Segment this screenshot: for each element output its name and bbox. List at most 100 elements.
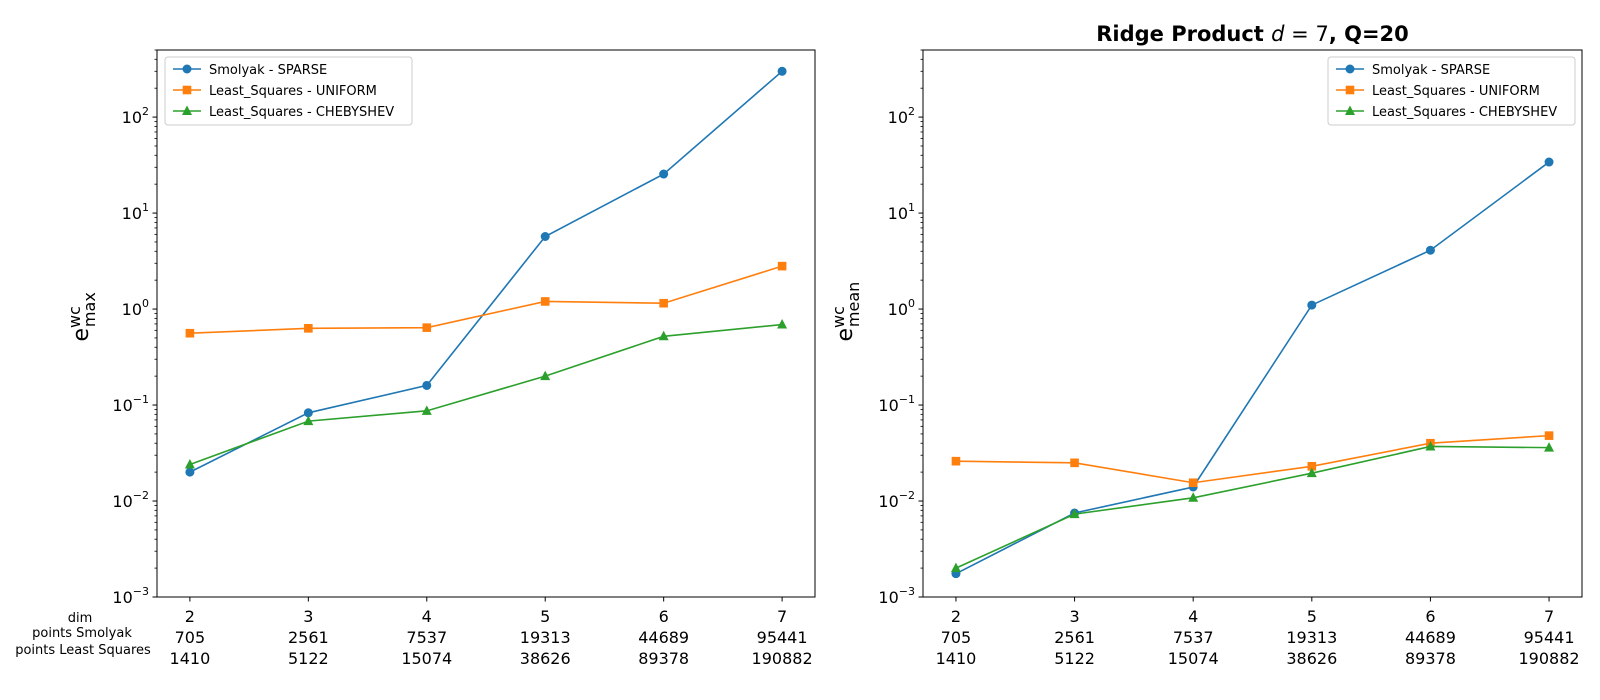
x-tick-label: 2 705 1410 bbox=[170, 607, 211, 668]
data-point bbox=[1188, 478, 1198, 488]
legend-entry: Least_Squares - CHEBYSHEV bbox=[173, 105, 394, 120]
legend: Smolyak - SPARSE Least_Squares - UNIFORM L… bbox=[164, 56, 413, 126]
axes-frame bbox=[922, 49, 1583, 598]
y-axis-label: ewcmean bbox=[829, 282, 863, 342]
data-point bbox=[304, 324, 313, 333]
y-tick-label: 100 bbox=[122, 297, 149, 319]
legend-label: Smolyak - SPARSE bbox=[209, 63, 327, 78]
y-tick-label: 10−3 bbox=[878, 585, 915, 607]
x-tick-label: 4 7537 15074 bbox=[401, 607, 452, 668]
legend-entry: Least_Squares - UNIFORM bbox=[1336, 84, 1540, 99]
x-tick-label: 3 2561 5122 bbox=[288, 607, 329, 668]
row-label-dim: dim bbox=[68, 611, 93, 626]
data-point bbox=[303, 408, 313, 418]
legend-entry: Least_Squares - CHEBYSHEV bbox=[1336, 105, 1557, 120]
data-point bbox=[422, 380, 432, 390]
y-tick-label: 10−1 bbox=[878, 393, 915, 415]
axes-frame bbox=[156, 49, 816, 598]
legend-marker bbox=[182, 85, 192, 95]
data-point bbox=[1544, 442, 1555, 452]
x-tick-label: 2 705 1410 bbox=[936, 607, 977, 668]
data-point bbox=[303, 415, 314, 426]
legend-entry: Smolyak - SPARSE bbox=[1336, 63, 1490, 78]
legend-box bbox=[1327, 56, 1576, 126]
x-tick-label: 5 19313 38626 bbox=[520, 607, 571, 668]
x-tick-label: 5 19313 38626 bbox=[1286, 607, 1337, 668]
left-chart-panel: 10−3 10−2 10−1 100 101 102 2 705 1410 3 2561 5122 4 7… bbox=[65, 49, 816, 668]
data-point bbox=[1544, 431, 1554, 440]
data-point bbox=[1070, 458, 1079, 468]
series-least-squares-chebyshev bbox=[184, 319, 788, 469]
data-point bbox=[1069, 508, 1080, 519]
legend: Smolyak - SPARSE Least_Squares - UNIFORM L… bbox=[1327, 56, 1576, 126]
legend-marker bbox=[1345, 64, 1355, 74]
y-tick-label: 102 bbox=[888, 105, 915, 127]
series-line bbox=[189, 265, 783, 335]
x-tick-label: 4 7537 15074 bbox=[1168, 607, 1219, 668]
data-point bbox=[950, 562, 961, 573]
x-tick-label: 3 2561 5122 bbox=[1054, 607, 1095, 668]
series-least-squares-uniform bbox=[185, 261, 787, 338]
data-point bbox=[540, 370, 551, 381]
legend-marker bbox=[182, 64, 192, 74]
row-label-points-least-squares: points Least Squares bbox=[15, 643, 151, 658]
series-line bbox=[955, 445, 1550, 569]
data-point bbox=[1307, 461, 1317, 471]
legend-label: Least_Squares - UNIFORM bbox=[1372, 84, 1540, 99]
data-point bbox=[185, 467, 195, 477]
y-tick-label: 101 bbox=[888, 201, 915, 223]
data-point bbox=[1425, 245, 1435, 255]
legend-label: Smolyak - SPARSE bbox=[1372, 63, 1490, 78]
legend-label: Least_Squares - CHEBYSHEV bbox=[209, 105, 394, 120]
series-least-squares-chebyshev bbox=[950, 440, 1555, 573]
data-point bbox=[1544, 157, 1554, 167]
y-axis-label: ewcmax bbox=[65, 292, 99, 341]
legend-marker bbox=[182, 105, 192, 115]
data-point bbox=[777, 261, 787, 271]
chart-title: Ridge Product d = 7, Q=20 bbox=[1096, 22, 1409, 46]
y-tick-label: 10−2 bbox=[878, 489, 915, 511]
series-line bbox=[189, 70, 783, 473]
x-tick-label: 6 44689 89378 bbox=[638, 607, 689, 668]
data-point bbox=[658, 330, 669, 341]
data-point bbox=[659, 169, 669, 179]
legend-entry: Smolyak - SPARSE bbox=[173, 63, 327, 78]
series-smolyak-sparse bbox=[185, 66, 787, 477]
data-point bbox=[422, 323, 432, 332]
row-label-points-smolyak: points Smolyak bbox=[32, 626, 132, 641]
series-line bbox=[189, 323, 783, 466]
legend-box bbox=[164, 56, 413, 126]
data-point bbox=[777, 66, 787, 76]
data-point bbox=[659, 298, 668, 308]
y-tick-label: 100 bbox=[888, 297, 915, 319]
data-point bbox=[1188, 492, 1199, 502]
y-tick-label: 10−2 bbox=[112, 489, 149, 511]
x-tick-label: 7 95441 190882 bbox=[1519, 607, 1580, 668]
legend-marker bbox=[1345, 105, 1355, 115]
legend-label: Least_Squares - CHEBYSHEV bbox=[1372, 105, 1557, 120]
data-point bbox=[540, 297, 550, 306]
series-line bbox=[955, 434, 1550, 484]
data-point bbox=[777, 319, 788, 329]
y-tick-label: 102 bbox=[122, 105, 149, 127]
x-row-labels: dim points Smolyak points Least Squares bbox=[15, 611, 151, 658]
y-tick-label: 10−3 bbox=[112, 585, 149, 607]
series-line bbox=[955, 161, 1550, 575]
x-tick-label: 7 95441 190882 bbox=[752, 607, 813, 668]
legend-marker bbox=[1345, 85, 1355, 95]
series-smolyak-sparse bbox=[951, 157, 1554, 579]
data-point bbox=[1307, 300, 1317, 310]
data-point bbox=[1306, 467, 1317, 478]
legend-entry: Least_Squares - UNIFORM bbox=[173, 84, 377, 99]
data-point bbox=[951, 456, 961, 466]
x-tick-label: 6 44689 89378 bbox=[1405, 607, 1456, 668]
series-least-squares-uniform bbox=[951, 431, 1554, 488]
right-chart-panel: 10−3 10−2 10−1 100 101 102 2 705 1410 3 2561 5122 4 7… bbox=[829, 22, 1583, 668]
data-point bbox=[185, 328, 195, 338]
data-point bbox=[184, 459, 195, 469]
legend-label: Least_Squares - UNIFORM bbox=[209, 84, 377, 99]
data-point bbox=[540, 232, 550, 242]
y-tick-label: 10−1 bbox=[112, 393, 149, 415]
y-tick-label: 101 bbox=[122, 201, 149, 223]
